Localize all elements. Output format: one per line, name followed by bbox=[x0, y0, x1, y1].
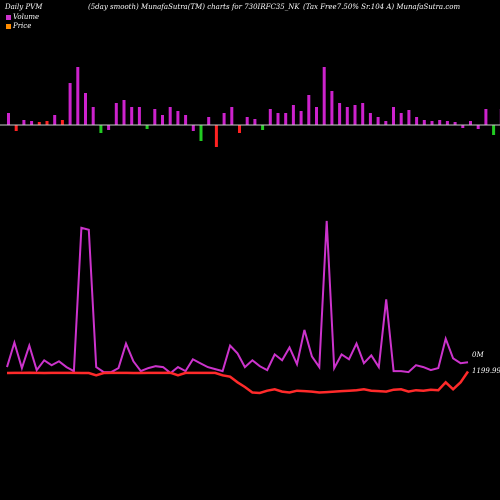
volume-bar bbox=[168, 107, 172, 125]
volume-bar bbox=[492, 125, 496, 135]
volume-bar bbox=[7, 113, 10, 125]
volume-bar bbox=[368, 113, 372, 125]
legend-volume-label: Volume bbox=[13, 13, 40, 21]
volume-bar bbox=[268, 109, 272, 125]
volume-bar bbox=[307, 95, 311, 125]
volume-bar bbox=[469, 121, 472, 125]
volume-bar bbox=[130, 107, 134, 125]
volume-end-label: 0M bbox=[472, 351, 484, 359]
chart-title-left: Daily PVM bbox=[5, 3, 43, 11]
volume-bar bbox=[137, 107, 141, 125]
volume-bar bbox=[76, 67, 80, 125]
volume-bar bbox=[37, 122, 41, 125]
volume-bar bbox=[107, 125, 111, 130]
volume-series-line bbox=[6, 220, 469, 375]
volume-bar bbox=[407, 110, 411, 125]
volume-bar bbox=[261, 125, 265, 130]
volume-bar bbox=[191, 125, 195, 131]
volume-bar bbox=[199, 125, 203, 141]
volume-bar bbox=[176, 111, 180, 125]
volume-bars bbox=[7, 67, 500, 147]
volume-bar bbox=[430, 121, 434, 125]
volume-bar bbox=[230, 107, 234, 125]
volume-bar bbox=[222, 113, 226, 125]
volume-bar bbox=[53, 115, 57, 125]
volume-bar bbox=[45, 121, 49, 125]
volume-bar bbox=[99, 125, 103, 133]
legend-volume-swatch bbox=[6, 14, 11, 20]
volume-bar bbox=[214, 125, 218, 147]
volume-bar bbox=[145, 125, 149, 129]
volume-bar bbox=[22, 120, 26, 125]
volume-bar bbox=[122, 100, 126, 125]
volume-bar bbox=[315, 107, 318, 125]
volume-bar bbox=[345, 107, 349, 125]
volume-bar bbox=[361, 103, 365, 125]
volume-bar bbox=[438, 120, 442, 125]
volume-bar bbox=[484, 109, 488, 125]
volume-bar bbox=[330, 91, 334, 125]
volume-bar bbox=[461, 125, 465, 128]
volume-bar bbox=[353, 105, 357, 125]
volume-bar bbox=[453, 122, 457, 125]
price-series-line bbox=[6, 370, 470, 395]
volume-bar bbox=[322, 67, 326, 125]
legend-price-label: Price bbox=[13, 22, 32, 30]
volume-bar bbox=[207, 117, 211, 125]
volume-bar bbox=[291, 105, 295, 125]
volume-bar bbox=[284, 113, 288, 125]
legend-price-swatch bbox=[6, 23, 11, 29]
volume-bar bbox=[299, 111, 303, 125]
legend-price: Price bbox=[6, 22, 31, 30]
volume-bar bbox=[84, 93, 87, 125]
price-end-label: 1199.99 bbox=[472, 367, 500, 375]
volume-bar bbox=[245, 117, 249, 125]
volume-bar bbox=[422, 120, 426, 125]
volume-bar bbox=[14, 125, 18, 131]
volume-bar bbox=[153, 109, 157, 125]
chart-title-middle: (5day smooth) MunafaSutra(TM) charts for… bbox=[88, 3, 300, 11]
volume-bar bbox=[30, 121, 34, 125]
volume-bar bbox=[476, 125, 480, 129]
volume-bar bbox=[184, 115, 188, 125]
volume-bar bbox=[238, 125, 241, 133]
series-lines bbox=[6, 220, 470, 395]
volume-bar bbox=[161, 115, 164, 125]
volume-bar bbox=[68, 83, 72, 125]
chart-title-right: (Tax Free7.50% Sr.104 A) MunafaSutra.com bbox=[303, 3, 461, 11]
volume-bar bbox=[415, 117, 419, 125]
volume-bar bbox=[376, 117, 380, 125]
volume-bar bbox=[253, 119, 257, 125]
volume-bar bbox=[338, 103, 342, 125]
legend-volume: Volume bbox=[6, 13, 39, 21]
volume-bar bbox=[91, 107, 95, 125]
volume-bar bbox=[114, 103, 118, 125]
volume-bar bbox=[384, 121, 388, 125]
volume-bar bbox=[276, 113, 280, 125]
volume-bar bbox=[399, 113, 403, 125]
volume-bar bbox=[445, 121, 449, 125]
volume-bar bbox=[60, 120, 64, 125]
volume-bar bbox=[392, 107, 395, 125]
